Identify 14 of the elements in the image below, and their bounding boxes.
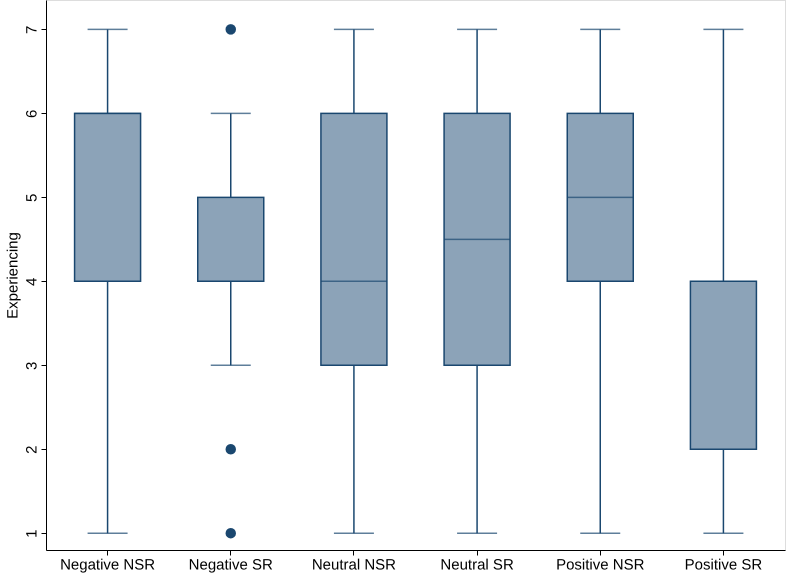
x-tick-label: Neutral SR xyxy=(440,556,514,574)
y-tick-label: 1 xyxy=(24,530,40,538)
y-tick-label: 6 xyxy=(24,110,40,118)
y-axis-title: Experiencing xyxy=(4,232,22,319)
x-tick-label: Positive NSR xyxy=(556,556,645,574)
x-tick-label: Negative SR xyxy=(188,556,274,574)
x-tick-label: Neutral NSR xyxy=(312,556,396,574)
y-tick-label: 4 xyxy=(24,278,40,286)
y-tick-label: 7 xyxy=(24,26,40,34)
y-tick-label: 5 xyxy=(24,194,40,202)
y-tick-label: 2 xyxy=(24,446,40,454)
y-tick-label: 3 xyxy=(24,362,40,370)
x-tick-label: Positive SR xyxy=(684,556,762,574)
x-tick-label: Negative NSR xyxy=(60,556,156,574)
